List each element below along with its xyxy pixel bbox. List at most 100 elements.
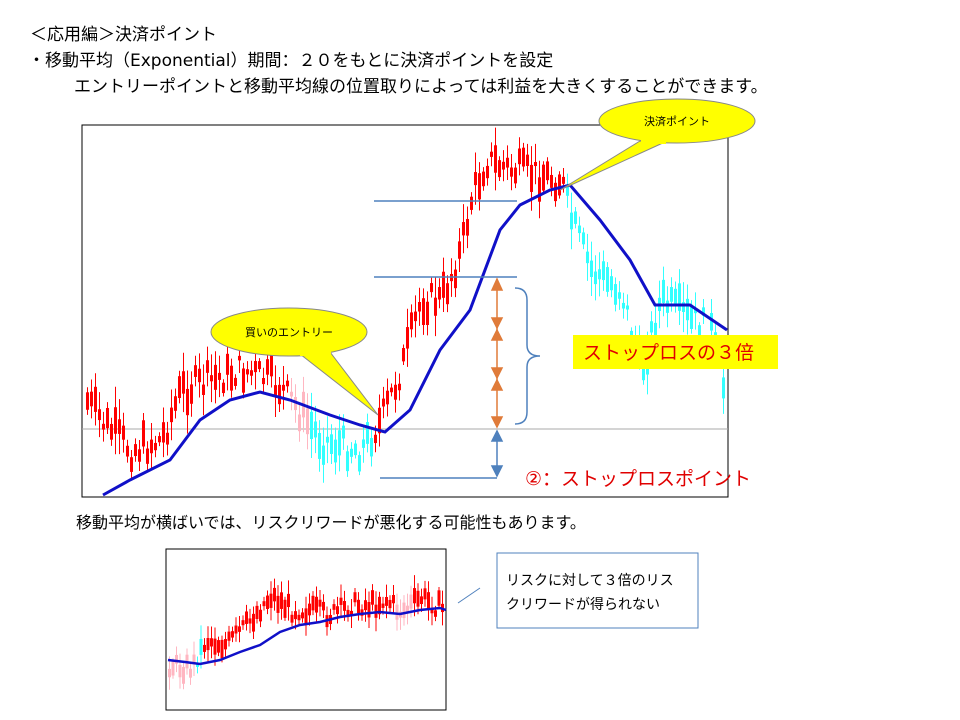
- candle: [678, 283, 681, 311]
- candle: [220, 639, 224, 659]
- candle: [210, 375, 213, 382]
- stop-arrow: [490, 429, 504, 478]
- candle: [314, 421, 317, 438]
- candle: [414, 311, 417, 322]
- title: ＜応用編＞決済ポイント: [30, 25, 217, 45]
- candle: [214, 364, 217, 390]
- candle: [322, 445, 325, 465]
- candle: [418, 302, 421, 312]
- candle: [530, 164, 533, 192]
- candle: [366, 422, 369, 444]
- candle: [402, 348, 405, 362]
- candle: [618, 292, 621, 299]
- candle: [166, 432, 169, 445]
- candle: [252, 613, 255, 632]
- candle: [586, 251, 589, 264]
- candle: [332, 604, 336, 610]
- candle: [194, 365, 197, 377]
- candle: [378, 596, 381, 615]
- candle: [534, 161, 537, 167]
- candle: [278, 384, 281, 405]
- candle: [614, 284, 617, 305]
- candle: [306, 408, 309, 435]
- candle: [269, 593, 273, 608]
- candle: [610, 276, 613, 291]
- candle: [274, 385, 277, 398]
- candle: [430, 283, 433, 293]
- candle: [217, 640, 220, 653]
- candle: [370, 438, 373, 457]
- candle: [388, 599, 392, 609]
- candle: [710, 313, 713, 331]
- candle: [558, 174, 561, 196]
- candle: [364, 600, 367, 611]
- candle: [254, 361, 257, 373]
- candle: [381, 603, 385, 608]
- label-box: [573, 335, 778, 369]
- candle: [318, 432, 321, 459]
- candle: [514, 167, 517, 184]
- candle: [248, 618, 252, 624]
- candle: [301, 612, 304, 619]
- candle: [478, 173, 481, 200]
- candle: [231, 631, 234, 638]
- candle: [142, 420, 145, 447]
- candle: [430, 608, 434, 614]
- candle: [642, 357, 645, 381]
- candle: [318, 599, 322, 607]
- candles: [86, 127, 725, 483]
- candle: [298, 414, 301, 432]
- candle: [394, 384, 397, 400]
- candle: [554, 182, 557, 202]
- candle: [182, 371, 185, 394]
- candle: [154, 442, 157, 451]
- candle: [546, 161, 549, 181]
- candle: [542, 164, 545, 191]
- candle: [494, 145, 497, 173]
- candle: [168, 668, 171, 678]
- callout-text: 決済ポイント: [644, 114, 710, 128]
- candle: [566, 185, 569, 196]
- candle: [210, 638, 213, 647]
- candle: [202, 384, 205, 395]
- candle: [178, 664, 182, 678]
- candle: [280, 592, 283, 609]
- candle: [438, 287, 441, 300]
- candle: [386, 390, 389, 405]
- candle: [203, 644, 206, 652]
- candle: [273, 587, 276, 602]
- candle: [283, 599, 287, 618]
- candle: [538, 177, 541, 202]
- candle: [326, 436, 329, 443]
- bullet: ・移動平均（Exponential）期間：２０をもとに決済ポイントを設定: [28, 51, 554, 71]
- candle: [398, 383, 401, 391]
- candle: [110, 423, 113, 440]
- candle: [346, 609, 350, 618]
- candle: [382, 398, 385, 407]
- candle: [311, 595, 315, 611]
- candle: [241, 620, 245, 626]
- callout: [210, 307, 368, 357]
- stop-label: ②：ストップロスポイント: [525, 468, 751, 490]
- candle: [175, 654, 178, 664]
- candle: [227, 631, 231, 641]
- candle: [420, 596, 423, 605]
- candle: [310, 411, 313, 440]
- candle: [650, 321, 653, 333]
- candle: [282, 384, 285, 391]
- candle: [102, 423, 105, 430]
- candle: [118, 419, 121, 434]
- candle: [570, 212, 573, 230]
- candle: [442, 271, 445, 298]
- candle: [662, 279, 665, 303]
- candle: [446, 283, 449, 305]
- comment-box: [496, 552, 699, 629]
- candle: [322, 601, 325, 611]
- chart-frame: [81, 124, 729, 498]
- candle: [390, 387, 393, 393]
- candle: [98, 409, 101, 421]
- candle: [426, 301, 429, 326]
- candle: [578, 225, 581, 234]
- callout-text: 買いのエントリー: [245, 326, 333, 339]
